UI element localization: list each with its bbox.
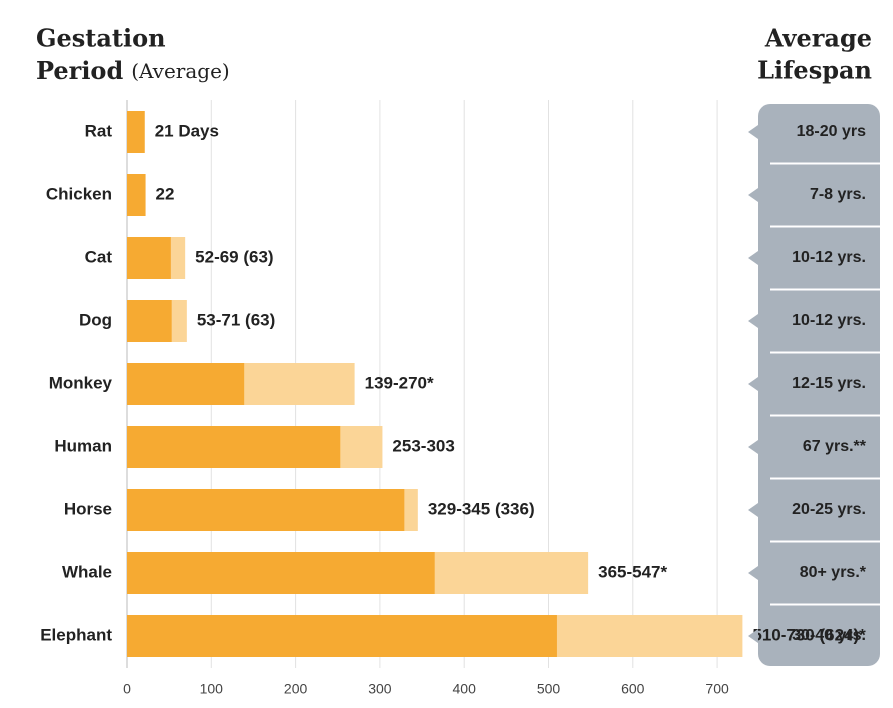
lifespan-label: 67 yrs.** bbox=[803, 438, 867, 455]
lifespan-notch bbox=[748, 188, 758, 202]
value-label: 22 bbox=[156, 184, 175, 203]
right-title: Average bbox=[764, 24, 872, 53]
lifespan-label: 10-12 yrs. bbox=[792, 249, 866, 266]
value-label: 329-345 (336) bbox=[428, 499, 535, 518]
chart-title: Period bbox=[36, 56, 123, 85]
right-title: Lifespan bbox=[757, 56, 872, 85]
category-label: Rat bbox=[85, 121, 113, 140]
bar-min bbox=[127, 363, 245, 405]
lifespan-label: 80+ yrs.* bbox=[800, 564, 867, 581]
x-tick-label: 700 bbox=[705, 681, 729, 697]
lifespan-notch bbox=[748, 251, 758, 265]
bar-min bbox=[127, 174, 146, 216]
x-tick-label: 400 bbox=[453, 681, 477, 697]
bar-min bbox=[127, 615, 557, 657]
lifespan-label: 10-12 yrs. bbox=[792, 312, 866, 329]
bar-min bbox=[127, 489, 405, 531]
lifespan-notch bbox=[748, 314, 758, 328]
lifespan-notch bbox=[748, 629, 758, 643]
category-label: Whale bbox=[62, 562, 112, 581]
chart-subtitle: (Average) bbox=[131, 59, 230, 83]
category-label: Horse bbox=[64, 499, 112, 518]
lifespan-label: 30-40 yrs. bbox=[792, 627, 866, 644]
x-tick-label: 500 bbox=[537, 681, 561, 697]
lifespan-label: 20-25 yrs. bbox=[792, 501, 866, 518]
x-tick-label: 0 bbox=[123, 681, 131, 697]
bar-min bbox=[127, 426, 341, 468]
value-label: 53-71 (63) bbox=[197, 310, 275, 329]
lifespan-label: 7-8 yrs. bbox=[810, 186, 866, 203]
chart-title: Gestation bbox=[36, 24, 166, 53]
value-label: 52-69 (63) bbox=[195, 247, 273, 266]
category-label: Monkey bbox=[49, 373, 113, 392]
category-label: Elephant bbox=[40, 625, 112, 644]
lifespan-notch bbox=[748, 503, 758, 517]
bar-min bbox=[127, 300, 172, 342]
x-tick-label: 300 bbox=[368, 681, 392, 697]
bar-min bbox=[127, 552, 435, 594]
chart-title: Period (Average) bbox=[36, 56, 230, 85]
lifespan-panel bbox=[758, 104, 880, 666]
category-label: Cat bbox=[85, 247, 113, 266]
lifespan-notch bbox=[748, 377, 758, 391]
x-tick-label: 100 bbox=[200, 681, 224, 697]
x-tick-label: 600 bbox=[621, 681, 645, 697]
value-label: 21 Days bbox=[155, 121, 219, 140]
value-label: 365-547* bbox=[598, 562, 667, 581]
bar-min bbox=[127, 111, 145, 153]
x-tick-label: 200 bbox=[284, 681, 308, 697]
category-label: Dog bbox=[79, 310, 112, 329]
value-label: 139-270* bbox=[365, 373, 434, 392]
category-label: Chicken bbox=[46, 184, 112, 203]
lifespan-label: 12-15 yrs. bbox=[792, 375, 866, 392]
category-label: Human bbox=[54, 436, 112, 455]
lifespan-notch bbox=[748, 125, 758, 139]
lifespan-notch bbox=[748, 440, 758, 454]
lifespan-label: 18-20 yrs bbox=[797, 123, 866, 140]
value-label: 510-730 (624)* bbox=[752, 625, 866, 644]
lifespan-notch bbox=[748, 566, 758, 580]
value-label: 253-303 bbox=[392, 436, 454, 455]
bar-min bbox=[127, 237, 171, 279]
